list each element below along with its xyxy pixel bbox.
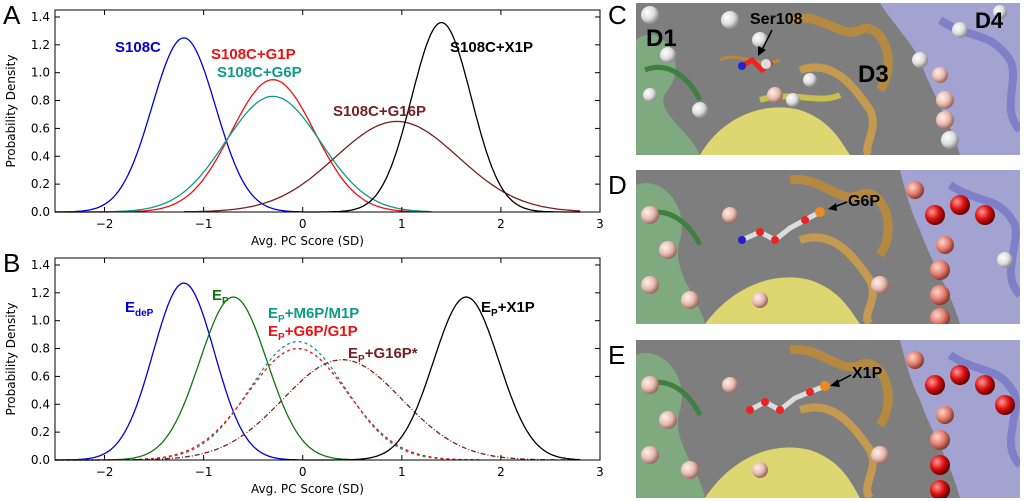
label-s108c-x1p: S108C+X1P <box>450 39 533 56</box>
label-e-p-m6p: EP+M6P/M1P <box>268 305 359 325</box>
curve-s108c-g6p <box>55 95 432 213</box>
plot-frame <box>54 9 601 213</box>
label-e-p-g16p: EP+G16P* <box>348 345 418 365</box>
label-x1p: X1P <box>852 365 883 382</box>
x-tick-label: 3 <box>596 217 604 231</box>
y-axis-label: Probability Density <box>4 55 18 168</box>
y-tick-label: 0.0 <box>31 205 50 219</box>
x-axis-label: Avg. PC Score (SD) <box>251 482 364 496</box>
x-tick-label: −1 <box>195 465 213 479</box>
y-tick-label: 1.2 <box>31 38 50 52</box>
label-s108c-g16p: S108C+G16P <box>333 103 426 120</box>
chart-a: A 0.0 0.2 0.4 0.6 0.8 1.0 1.2 1.4 −2 −1 0 1 2 3 Avg. P… <box>3 0 604 248</box>
y-tick-label: 0.2 <box>31 177 50 191</box>
y-tick-label: 0.4 <box>31 397 50 411</box>
panel-letter-b: B <box>3 248 20 278</box>
curve-s108c <box>54 37 303 213</box>
plot-frame <box>54 257 601 461</box>
x-tick-label: 1 <box>398 465 406 479</box>
label-d1: D1 <box>646 25 677 52</box>
curve-e-p-g16p- <box>55 359 581 461</box>
chart-b: B 0.0 0.2 0.4 0.6 0.8 1.0 1.2 1.4 −2 −1 0 1 2 3 Avg. P… <box>3 248 604 496</box>
curve-e-dep <box>55 282 303 461</box>
label-e-p-g6p: EP+G6P/G1P <box>268 323 358 343</box>
panel-letter-e: E <box>608 340 625 370</box>
structure-panel-c: C <box>608 0 1020 155</box>
label-ser108: Ser108 <box>750 11 803 28</box>
x-tick-label: −1 <box>195 217 213 231</box>
x-tick-label: 0 <box>299 217 307 231</box>
structure-panel-d: D <box>608 170 1020 324</box>
y-tick-label: 1.0 <box>31 314 50 328</box>
y-tick-label: 0.0 <box>31 453 50 467</box>
arrow-ser108 <box>761 29 773 51</box>
y-tick-label: 1.2 <box>31 286 50 300</box>
label-s108c: S108C <box>115 39 161 56</box>
curve-s108c-g16p <box>183 120 581 213</box>
label-s108c-g6p: S108C+G6P <box>217 64 302 81</box>
curve-s108c-g1p <box>55 79 422 213</box>
panel-letter-d: D <box>608 170 627 200</box>
y-axis-label: Probability Density <box>4 303 18 416</box>
x-tick-label: 1 <box>398 217 406 231</box>
x-tick-label: 3 <box>596 465 604 479</box>
label-e-p: EP <box>212 287 229 307</box>
structure-panel-e: E <box>608 340 1020 498</box>
y-tick-label: 1.4 <box>31 10 50 24</box>
curve-s108c-x1p <box>302 21 581 213</box>
y-tick-label: 1.0 <box>31 66 50 80</box>
y-tick-label: 0.8 <box>31 342 50 356</box>
x-axis-label: Avg. PC Score (SD) <box>251 234 364 248</box>
y-tick-label: 0.2 <box>31 425 50 439</box>
x-tick-label: −2 <box>96 217 114 231</box>
panel-letter-c: C <box>608 0 627 30</box>
x-tick-label: 0 <box>299 465 307 479</box>
label-e-p-x1p: EP+X1P <box>481 299 535 319</box>
y-tick-label: 0.8 <box>31 94 50 108</box>
label-e-dep: EdeP <box>125 299 154 319</box>
y-tick-label: 1.4 <box>31 258 50 272</box>
x-tick-label: −2 <box>96 465 114 479</box>
y-tick-label: 0.4 <box>31 149 50 163</box>
label-d4: D4 <box>975 8 1004 33</box>
panel-letter-a: A <box>3 0 21 30</box>
x-tick-label: 2 <box>497 465 505 479</box>
y-tick-label: 0.6 <box>31 121 50 135</box>
label-g6p: G6P <box>848 193 880 210</box>
x-tick-label: 2 <box>497 217 505 231</box>
label-d3: D3 <box>858 61 889 88</box>
y-tick-label: 0.6 <box>31 369 50 383</box>
label-s108c-g1p: S108C+G1P <box>211 46 296 63</box>
